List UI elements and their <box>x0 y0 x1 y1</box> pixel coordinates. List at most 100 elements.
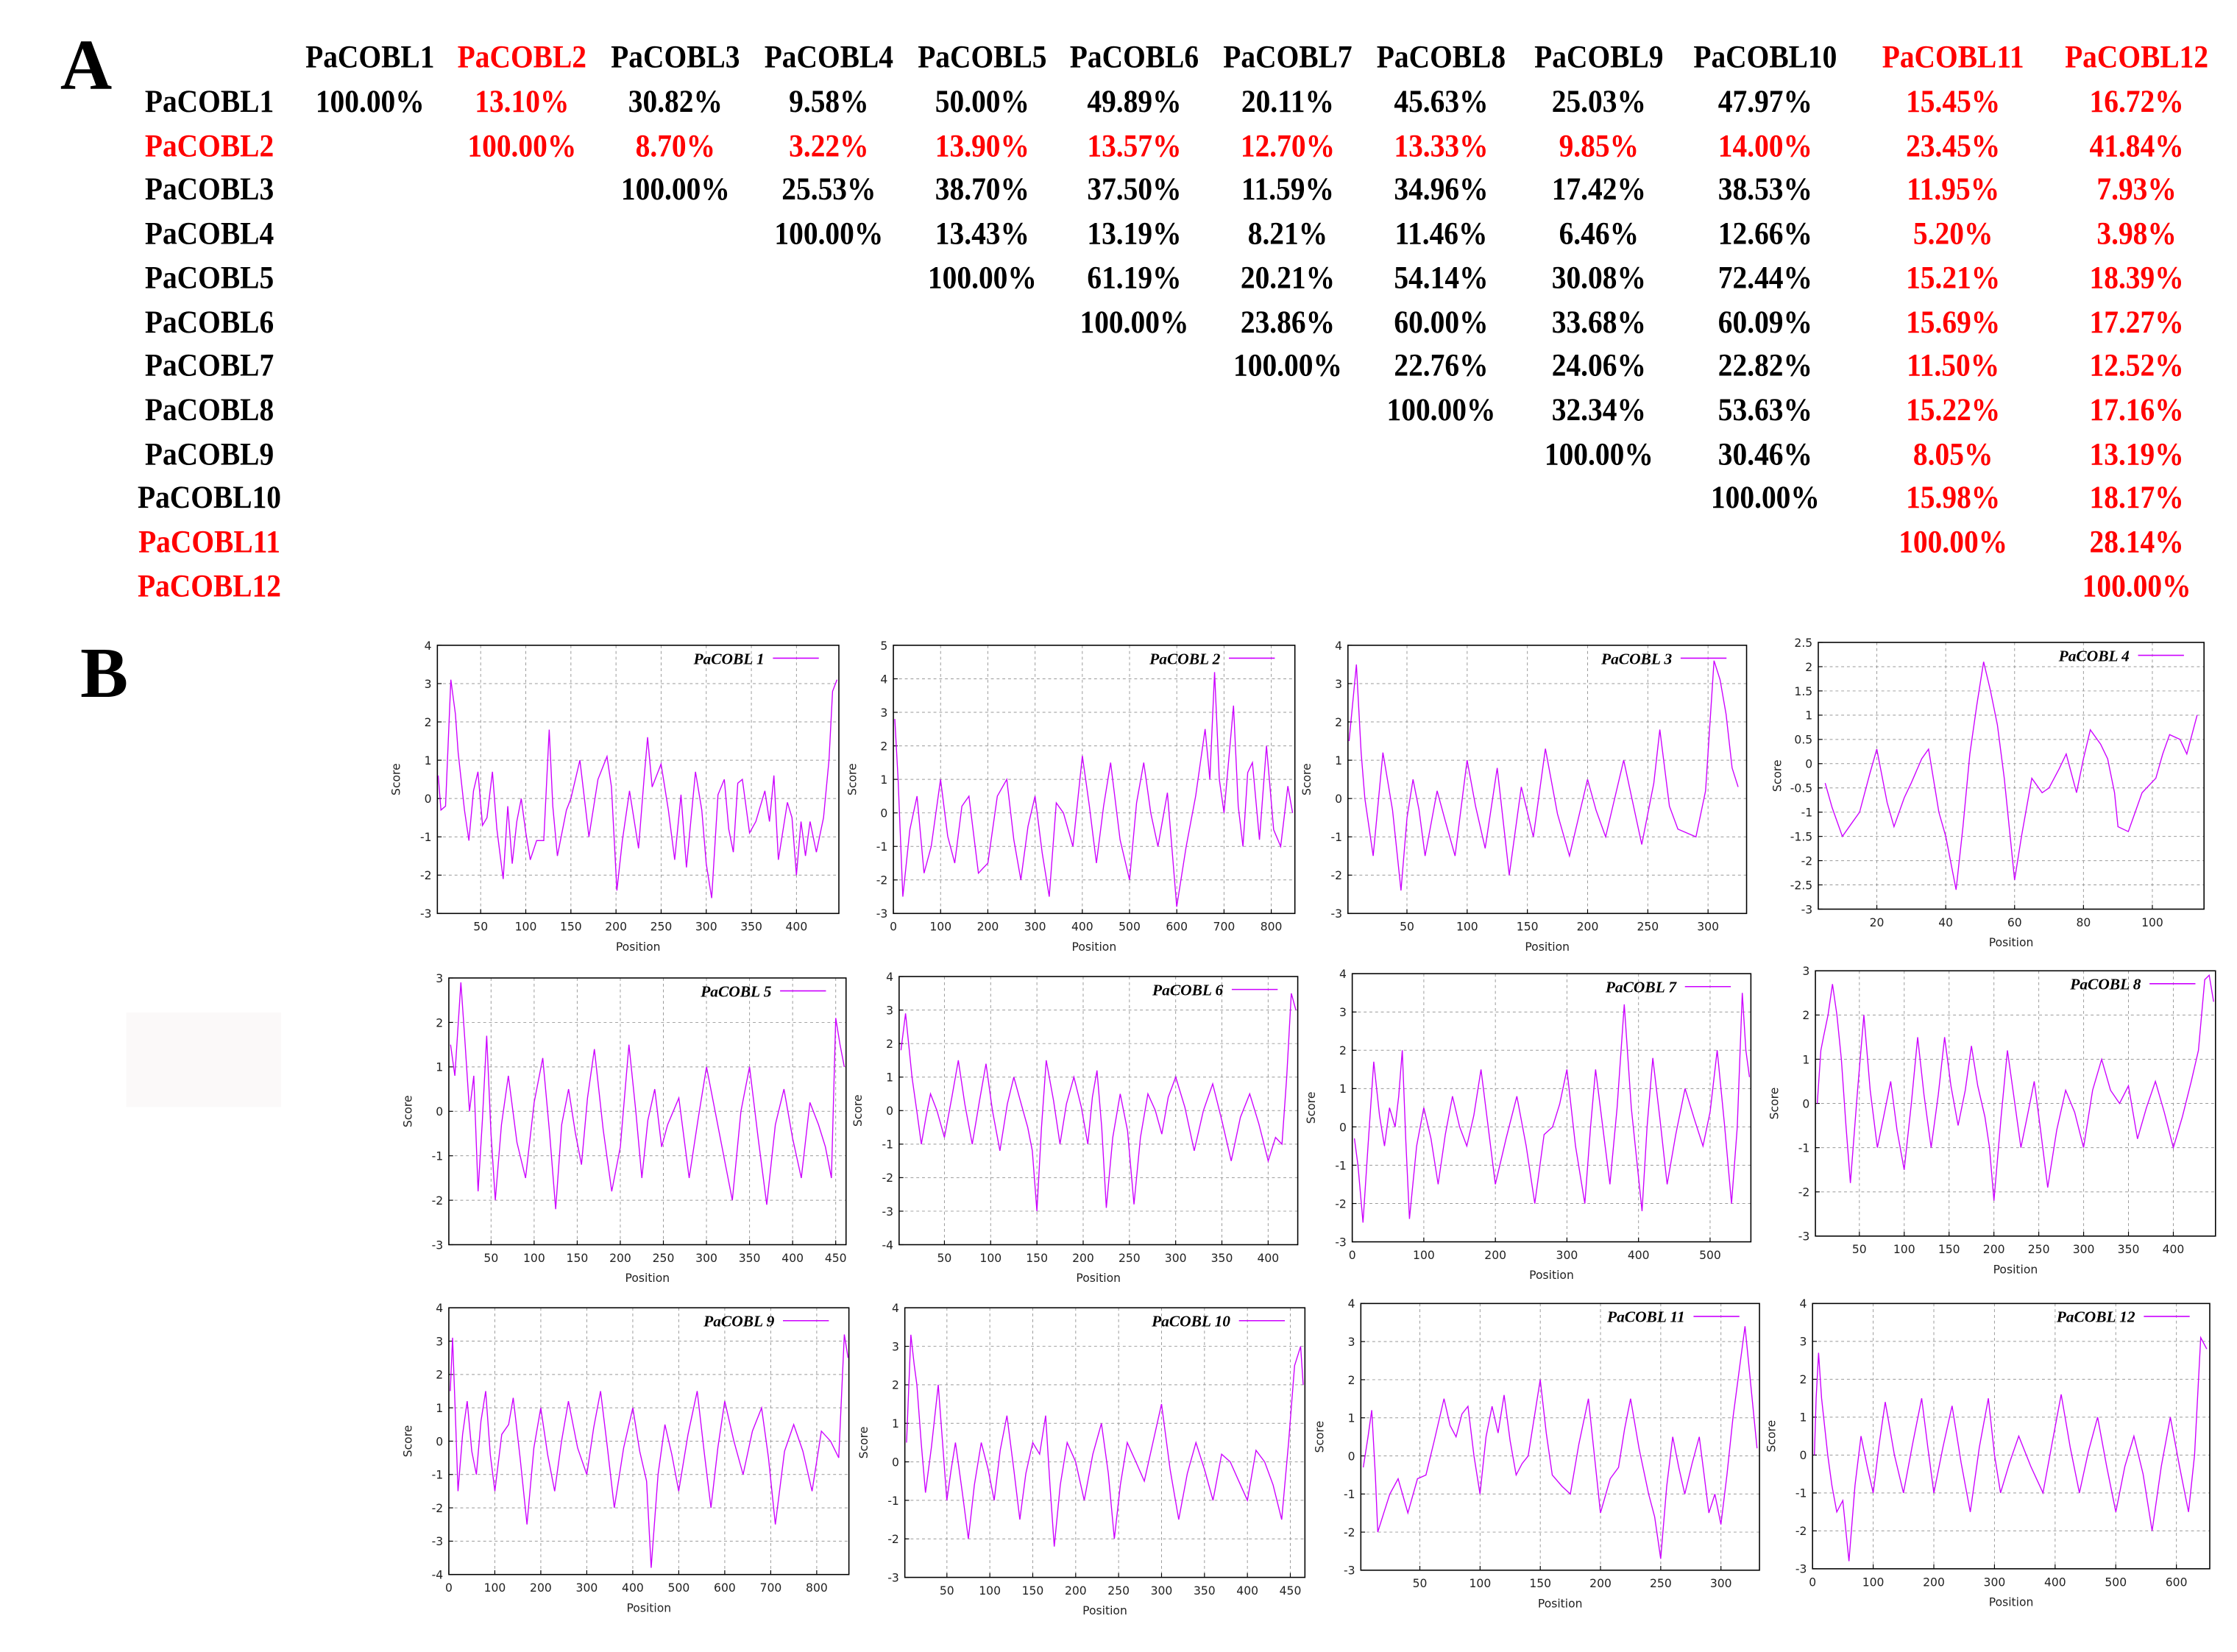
x-tick-label: 0 <box>890 921 897 934</box>
identity-cell: 9.85% <box>1559 127 1639 163</box>
x-tick-label: 100 <box>484 1581 506 1595</box>
column-header: PaCOBL12 <box>2065 38 2209 75</box>
identity-cell: 13.57% <box>1087 127 1182 163</box>
identity-cell: 100.00% <box>1233 347 1342 383</box>
identity-cell: 100.00% <box>1079 303 1189 339</box>
y-tick-label: -1 <box>887 1495 899 1508</box>
y-tick-label: -2 <box>1795 1525 1807 1538</box>
y-tick-label: 0 <box>436 1435 443 1448</box>
identity-cell: 6.46% <box>1559 215 1639 252</box>
x-tick-label: 50 <box>1413 1577 1428 1590</box>
legend-title: PaCOBL 10 <box>1151 1313 1230 1330</box>
hydropathy-plot: -3 -2 -1 0 1 2 3 4 50 100 150 200 250 300 Position Scor… <box>1300 639 1748 954</box>
x-tick-label: 600 <box>714 1581 736 1595</box>
score-line <box>1814 1336 2208 1561</box>
x-tick-label: 400 <box>786 921 808 934</box>
column-header: PaCOBL2 <box>457 38 587 75</box>
y-tick-label: 3 <box>425 678 432 691</box>
y-tick-label: 2 <box>892 1379 899 1392</box>
y-tick-label: -3 <box>1330 907 1342 921</box>
row-header: PaCOBL7 <box>144 347 274 383</box>
plot-frame <box>1815 970 2216 1237</box>
y-tick-label: -1 <box>432 1469 444 1482</box>
plot-svg: -3 -2 -1 0 1 2 3 4 50 100 150 200 250 300 Position Scor… <box>1300 639 1748 954</box>
x-tick-label: 250 <box>1107 1584 1130 1598</box>
legend-title: PaCOBL 6 <box>1152 981 1223 999</box>
x-tick-label: 100 <box>979 1252 1001 1265</box>
x-tick-label: 400 <box>1071 921 1093 934</box>
x-tick-label: 200 <box>530 1581 552 1595</box>
score-line <box>906 1334 1304 1547</box>
identity-cell: 15.98% <box>1906 479 2001 516</box>
identity-cell: 20.21% <box>1240 259 1336 296</box>
column-header: PaCOBL7 <box>1223 38 1353 75</box>
x-tick-label: 100 <box>1893 1243 1915 1256</box>
x-tick-label: 150 <box>560 921 582 934</box>
x-tick-label: 200 <box>1577 921 1599 934</box>
identity-cell: 30.46% <box>1717 435 1812 472</box>
identity-cell: 12.52% <box>2089 347 2184 383</box>
legend-title: PaCOBL 8 <box>2069 976 2141 993</box>
identity-cell: 45.63% <box>1394 83 1489 119</box>
x-tick-label: 0 <box>1809 1575 1816 1589</box>
x-tick-label: 500 <box>1118 921 1141 934</box>
x-axis-label: Position <box>1538 1598 1583 1611</box>
y-tick-label: -2 <box>882 1171 894 1185</box>
x-tick-label: 300 <box>695 921 717 934</box>
identity-cell: 15.22% <box>1906 391 2001 428</box>
plot-frame <box>1360 1302 1760 1571</box>
panel-b-letter: B <box>80 632 129 713</box>
x-axis-label: Position <box>626 1601 671 1614</box>
y-tick-label: 1 <box>1335 754 1342 767</box>
identity-cell: 11.95% <box>1907 171 2000 208</box>
y-tick-label: 3 <box>1335 678 1342 691</box>
row-header: PaCOBL5 <box>144 259 274 296</box>
hydropathy-plot: -4 -3 -2 -1 0 1 2 3 4 50 100 150 200 250 300 350 400 Posi… <box>851 971 1299 1285</box>
y-tick-label: 4 <box>892 1302 899 1315</box>
legend-title: PaCOBL 2 <box>1149 650 1220 667</box>
y-tick-label: 0 <box>1805 758 1812 771</box>
y-tick-label: 1 <box>892 1417 899 1431</box>
y-tick-label: 4 <box>1339 968 1347 981</box>
x-tick-label: 300 <box>1151 1584 1173 1598</box>
identity-cell: 100.00% <box>1386 391 1496 428</box>
row-header: PaCOBL1 <box>144 83 274 119</box>
x-axis-label: Position <box>625 1272 670 1285</box>
x-tick-label: 300 <box>1984 1575 2006 1589</box>
identity-cell: 13.19% <box>2089 435 2184 472</box>
y-tick-label: -2 <box>420 869 432 882</box>
x-tick-label: 450 <box>1280 1584 1302 1598</box>
column-header: PaCOBL9 <box>1534 38 1664 75</box>
identity-cell: 3.22% <box>789 127 869 163</box>
y-tick-label: 4 <box>1335 639 1342 653</box>
column-header: PaCOBL1 <box>305 38 435 75</box>
y-axis-label: Score <box>851 1094 865 1127</box>
y-axis-label: Score <box>401 1095 414 1127</box>
y-tick-label: 0 <box>425 793 432 806</box>
y-tick-label: 0 <box>1799 1449 1807 1462</box>
y-tick-label: 1 <box>880 773 887 787</box>
hydropathy-plot: -3 -2 -1 0 1 2 3 4 0 100 200 300 400 500 Position Score… <box>1305 968 1752 1282</box>
y-axis-label: Score <box>845 763 859 795</box>
hydropathy-plot: -3 -2 -1 0 1 2 3 4 50 100 150 200 250 300 350 400 450 Pos… <box>857 1302 1306 1617</box>
plot-frame <box>448 1307 850 1575</box>
x-tick-label: 250 <box>1650 1577 1672 1590</box>
x-tick-label: 300 <box>1024 921 1046 934</box>
row-header: PaCOBL3 <box>144 171 274 208</box>
y-tick-label: 2 <box>1805 661 1812 674</box>
y-tick-label: 3 <box>1348 1336 1355 1349</box>
y-tick-label: 2 <box>886 1038 893 1051</box>
hydropathy-plot: -3 -2 -1 0 1 2 3 4 5 0 100 200 300 400 500 600 700 800 Pos… <box>845 639 1296 954</box>
column-header: PaCOBL10 <box>1693 38 1837 75</box>
legend-title: PaCOBL 9 <box>703 1313 774 1330</box>
x-tick-label: 40 <box>1938 916 1953 929</box>
x-tick-label: 400 <box>1628 1249 1650 1262</box>
x-tick-label: 250 <box>2028 1243 2050 1256</box>
identity-cell: 8.70% <box>635 127 716 163</box>
identity-cell: 7.93% <box>2096 171 2177 208</box>
plot-svg: -4 -3 -2 -1 0 1 2 3 4 0 100 200 300 400 500 600 700 800 Po… <box>401 1302 850 1614</box>
identity-cell: 15.45% <box>1906 83 2001 119</box>
x-tick-label: 150 <box>1517 921 1539 934</box>
